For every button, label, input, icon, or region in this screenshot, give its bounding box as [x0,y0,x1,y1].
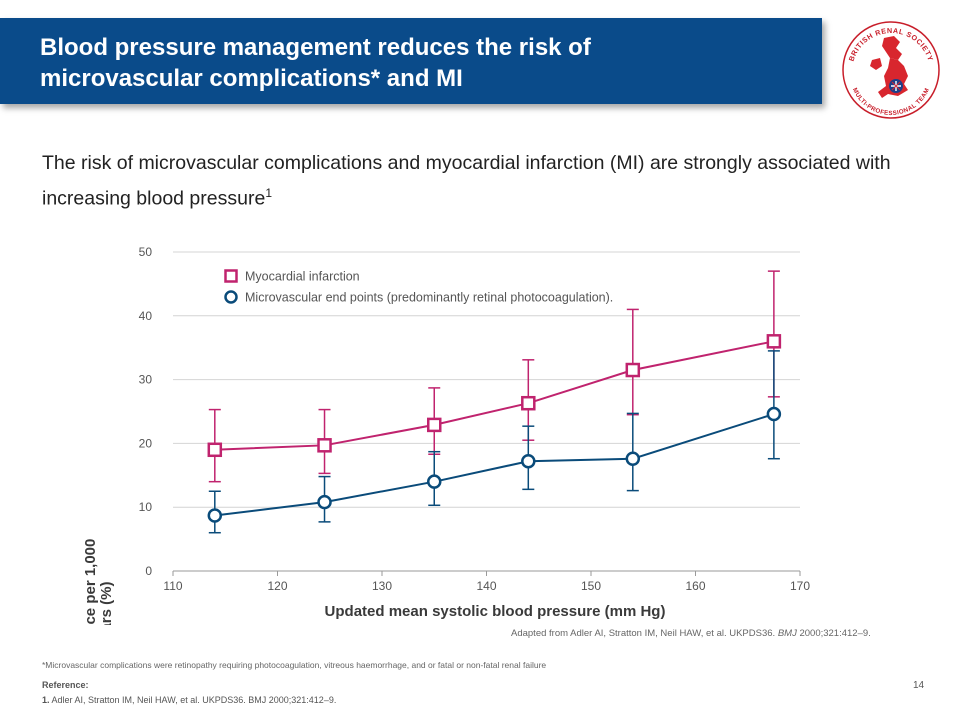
subtitle-reference: 1 [265,186,272,200]
y-axis-label-line1: Adjusted incidence per 1,000 [82,539,99,625]
x-tick-label: 140 [476,579,496,593]
source-citation: Adapted from Adler AI, Stratton IM, Neil… [511,628,871,639]
slide-title-line1: Blood pressure management reduces the ri… [40,34,591,61]
series-line [214,413,775,517]
slide-title-line2: microvascular complications* and MI [40,65,463,92]
y-axis-label: Adjusted incidence per 1,000 person year… [82,539,115,625]
data-point-square [766,334,782,349]
data-point-square [625,362,641,378]
data-point-circle [317,494,332,510]
x-axis-label: Updated mean systolic blood pressure (mm… [325,603,666,620]
y-tick-label: 10 [139,500,153,514]
data-point-circle [207,508,223,523]
y-tick-label: 40 [139,309,153,323]
x-tick-label: 160 [685,579,705,593]
x-tick-label: 120 [267,579,287,593]
reference-label: Reference: [42,680,89,690]
data-point-circle [521,454,536,469]
y-tick-label: 0 [145,564,152,578]
slide-title: Blood pressure management reduces the ri… [40,32,800,94]
data-point-square [427,417,442,433]
legend-label: Microvascular end points (predominantly … [245,291,613,305]
data-point-circle [625,451,641,466]
uk-map-icon [870,36,908,98]
series-microvascular [207,350,782,534]
legend-circle-marker [224,290,238,304]
reference-entry: 1. Adler AI, Stratton IM, Neil HAW, et a… [42,695,336,705]
data-point-square [207,442,223,458]
y-tick-label: 30 [139,373,153,387]
footnote: *Microvascular complications were retino… [42,660,547,670]
source-citation-details: 2000;321:412–9. [796,628,871,639]
page-number: 14 [913,680,925,691]
reference-text: Adler AI, Stratton IM, Neil HAW, et al. … [49,695,337,705]
series-line [214,340,775,451]
legend-label: Myocardial infarction [245,270,360,284]
data-point-square [521,395,536,411]
y-axis-label-line2: person years (%) [98,582,115,625]
data-point-circle [766,406,782,422]
subtitle-text: The risk of microvascular complications … [42,152,891,210]
slide-subtitle: The risk of microvascular complications … [42,148,922,214]
x-tick-label: 130 [372,579,392,593]
y-tick-label: 20 [139,436,153,450]
x-tick-label: 170 [790,579,810,593]
bp-incidence-chart: 0 10 20 30 40 50 110 120 130 140 150 160 170 Myocard… [82,245,810,625]
legend-square-marker [224,269,238,283]
title-banner: Blood pressure management reduces the ri… [0,18,822,104]
series-myocardial-infarction [207,270,782,483]
source-citation-journal: BMJ [777,628,797,639]
british-renal-society-logo: BRITISH RENAL SOCIETY MULTI-PROFESSIONAL… [841,20,941,120]
reference-number: 1. [42,695,50,705]
data-point-circle [427,474,442,489]
source-citation-text: Adapted from Adler AI, Stratton IM, Neil… [511,628,778,639]
x-tick-label: 110 [163,579,182,593]
y-tick-label: 50 [139,245,153,259]
x-tick-label: 150 [581,579,601,593]
data-point-square [317,438,332,453]
